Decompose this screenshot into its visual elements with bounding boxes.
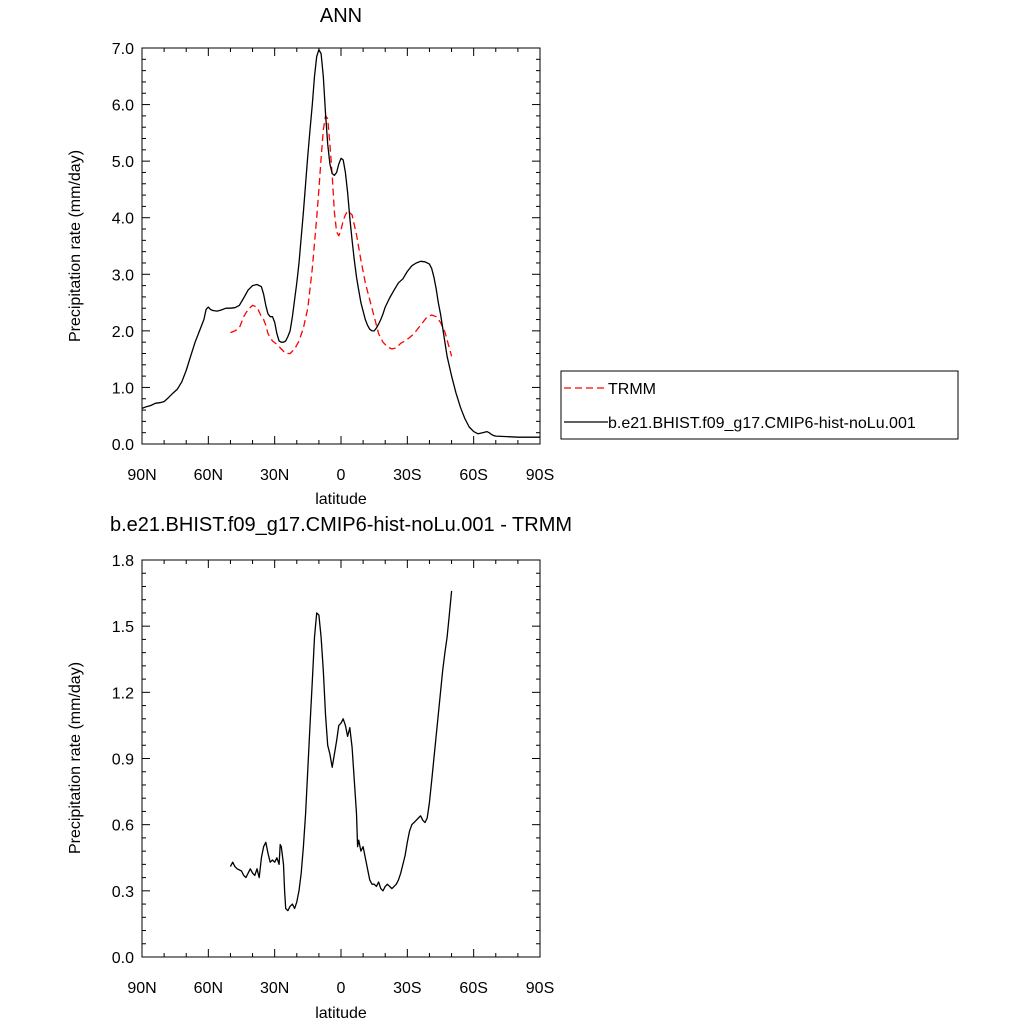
annual-precipitation-chart: ANN 0.0 1.0 2.0 3.0 4.0 5.0 6.0 7.0 90N 60N 30N 0 3… [67,5,959,508]
y-axis: 0.0 0.3 0.6 0.9 1.2 1.5 1.8 [112,553,540,967]
x-tick-label: 0 [337,980,346,997]
y-tick-label: 0.9 [112,752,134,769]
x-tick-label: 60N [194,980,223,997]
x-tick-label: 90N [127,980,156,997]
y-tick-label: 5.0 [112,154,134,171]
y-tick-label: 1.2 [112,685,134,702]
legend-frame [560,370,959,440]
difference-chart: b.e21.BHIST.f09_g17.CMIP6-hist-noLu.001 … [67,514,572,1022]
y-tick-label: 6.0 [112,98,134,115]
y-tick-label: 0.3 [112,884,134,901]
plot-lines [141,49,540,438]
x-tick-label: 30N [260,980,289,997]
y-tick-label: 1.8 [112,553,134,570]
x-tick-label: 90S [526,980,554,997]
x-axis-label: latitude [315,1005,367,1022]
y-tick-label: 1.0 [112,380,134,397]
legend-label-trmm: TRMM [608,381,656,398]
y-axis-label: Precipitation rate (mm/day) [67,150,84,342]
x-axis: 90N 60N 30N 0 30S 60S 90S [127,48,554,484]
x-axis: 90N 60N 30N 0 30S 60S 90S [127,560,554,997]
y-tick-label: 7.0 [112,41,134,58]
y-tick-label: 1.5 [112,619,134,636]
y-tick-label: 4.0 [112,211,134,228]
x-tick-label: 60S [459,467,487,484]
x-tick-label: 30S [393,467,421,484]
y-tick-label: 0.0 [112,437,134,454]
y-tick-label: 0.6 [112,818,134,835]
y-axis: 0.0 1.0 2.0 3.0 4.0 5.0 6.0 7.0 [112,41,540,454]
x-tick-label: 0 [337,467,346,484]
series-line-series-0 [229,590,453,912]
series-line-trmm [230,115,453,357]
plot-lines [229,590,453,912]
x-tick-label: 60N [194,467,223,484]
x-tick-label: 60S [459,980,487,997]
x-tick-label: 90N [127,467,156,484]
x-tick-label: 90S [526,467,554,484]
chart-title: b.e21.BHIST.f09_g17.CMIP6-hist-noLu.001 … [110,514,572,536]
y-axis-label: Precipitation rate (mm/day) [67,662,84,854]
legend-label-model: b.e21.BHIST.f09_g17.CMIP6-hist-noLu.001 [608,415,916,432]
chart-title: ANN [320,5,362,27]
x-tick-label: 30S [393,980,421,997]
series-line-b-e21-bhist-f09-g17-cmip6-hist-nolu-001 [141,49,540,438]
y-tick-label: 2.0 [112,324,134,341]
x-axis-label: latitude [315,491,367,508]
legend: TRMM b.e21.BHIST.f09_g17.CMIP6-hist-noLu… [560,370,959,440]
y-tick-label: 3.0 [112,267,134,284]
x-tick-label: 30N [260,467,289,484]
y-tick-label: 0.0 [112,950,134,967]
